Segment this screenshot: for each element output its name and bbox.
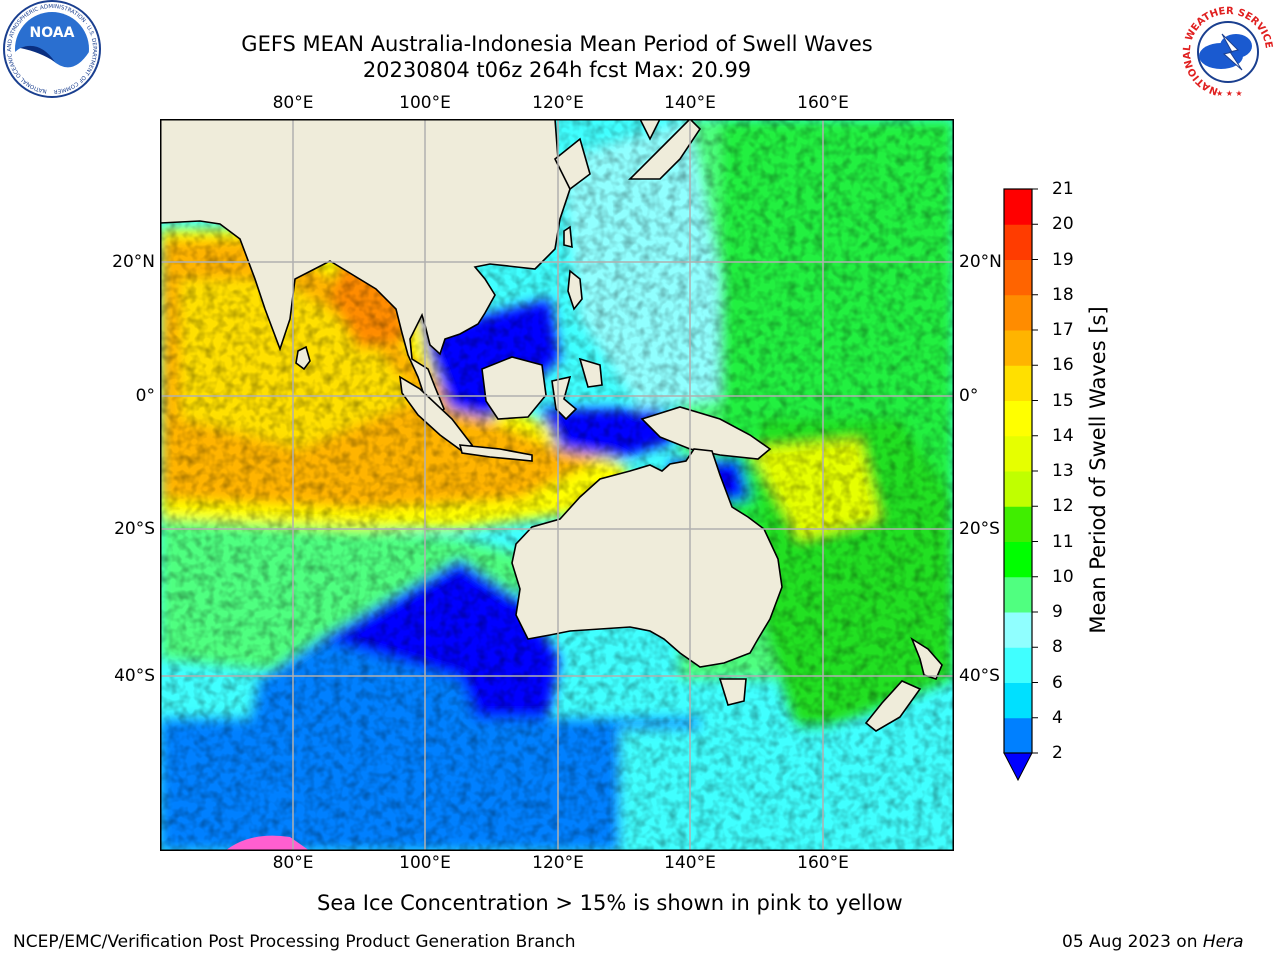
- chart-subtitle: 20230804 t06z 264h fcst Max: 20.99: [362, 58, 752, 82]
- colorbar-band: [1004, 717, 1032, 754]
- graticule: [160, 119, 954, 851]
- sea-ice-patch: [225, 835, 310, 851]
- x-tick-bottom: 80°E: [272, 853, 314, 873]
- colorbar-band: [1004, 612, 1032, 648]
- colorbar-tick-label: 14: [1052, 425, 1074, 446]
- colorbar-tick-label: 10: [1052, 566, 1074, 587]
- map-plot: [160, 119, 954, 851]
- svg-text:★ ★ ★: ★ ★ ★: [1216, 89, 1243, 98]
- colorbar-band: [1004, 400, 1032, 437]
- footer-date-text: 05 Aug 2023 on: [1062, 932, 1198, 952]
- y-tick-left: 20°S: [114, 519, 155, 539]
- chart-title: GEFS MEAN Australia-Indonesia Mean Perio…: [241, 32, 873, 56]
- colorbar-band: [1004, 506, 1032, 542]
- x-tick-bottom: 120°E: [532, 853, 584, 873]
- colorbar-under-extension: [1003, 752, 1033, 782]
- colorbar-tick-label: 8: [1052, 637, 1063, 658]
- x-tick-bottom: 100°E: [399, 853, 451, 873]
- colorbar-band: [1004, 647, 1032, 683]
- y-tick-left: 0°: [135, 386, 155, 406]
- x-tick-top: 80°E: [272, 93, 314, 113]
- colorbar-band: [1004, 259, 1032, 296]
- colorbar-tick-label: 12: [1052, 496, 1074, 517]
- colorbar-band: [1004, 435, 1032, 472]
- y-tick-right: 40°S: [959, 666, 1000, 686]
- colorbar-tick-label: 18: [1052, 284, 1074, 305]
- y-tick-left: 20°N: [112, 252, 155, 272]
- x-tick-top: 160°E: [797, 93, 849, 113]
- colorbar-tick-label: 19: [1052, 249, 1074, 270]
- svg-text:NOAA: NOAA: [30, 25, 75, 41]
- colorbar-band: [1004, 541, 1032, 578]
- colorbar-tick-label: 4: [1052, 707, 1063, 728]
- colorbar-band: [1004, 330, 1032, 366]
- colorbar-tick-label: 21: [1052, 179, 1074, 199]
- y-tick-right: 0°: [959, 386, 979, 406]
- colorbar-band: [1004, 224, 1032, 260]
- y-tick-right: 20°N: [959, 252, 1002, 272]
- x-tick-top: 100°E: [399, 93, 451, 113]
- colorbar-tick-label: 9: [1052, 602, 1063, 622]
- y-tick-right: 20°S: [959, 519, 1000, 539]
- colorbar: [1003, 188, 1038, 782]
- colorbar-tick-label: 6: [1052, 672, 1063, 693]
- colorbar-tick-label: 20: [1052, 214, 1074, 235]
- sea-ice-caption: Sea Ice Concentration > 15% is shown in …: [317, 891, 903, 915]
- colorbar-label-text: Mean Period of Swell Waves [s]: [1086, 306, 1110, 634]
- colorbar-tick-label: 16: [1052, 355, 1074, 376]
- colorbar-band: [1004, 365, 1032, 401]
- noaa-logo: NATIONAL OCEANIC AND ATMOSPHERIC ADMINIS…: [0, 0, 101, 98]
- colorbar-tick-label: 11: [1052, 531, 1074, 552]
- colorbar-band: [1004, 294, 1032, 331]
- colorbar-band: [1004, 682, 1032, 719]
- colorbar-tick-label: 2: [1052, 743, 1063, 763]
- map-frame: [160, 119, 954, 851]
- x-tick-top: 120°E: [532, 93, 584, 113]
- colorbar-tick-label: 17: [1052, 320, 1074, 340]
- colorbar-band: [1004, 576, 1032, 613]
- colorbar-band: [1004, 189, 1032, 225]
- colorbar-tick-label: 15: [1052, 390, 1074, 411]
- footer-credit: NCEP/EMC/Verification Post Processing Pr…: [13, 932, 576, 952]
- x-tick-bottom: 160°E: [797, 853, 849, 873]
- x-tick-top: 140°E: [664, 93, 716, 113]
- x-tick-bottom: 140°E: [664, 853, 716, 873]
- y-tick-left: 40°S: [114, 666, 155, 686]
- colorbar-tick-label: 13: [1052, 461, 1074, 481]
- footer-host: Hera: [1202, 932, 1244, 952]
- nws-logo: NATIONAL WEATHER SERVICE ★ ★ ★: [1182, 6, 1274, 98]
- colorbar-band: [1004, 471, 1032, 507]
- footer-date: 05 Aug 2023 on Hera: [1062, 932, 1244, 952]
